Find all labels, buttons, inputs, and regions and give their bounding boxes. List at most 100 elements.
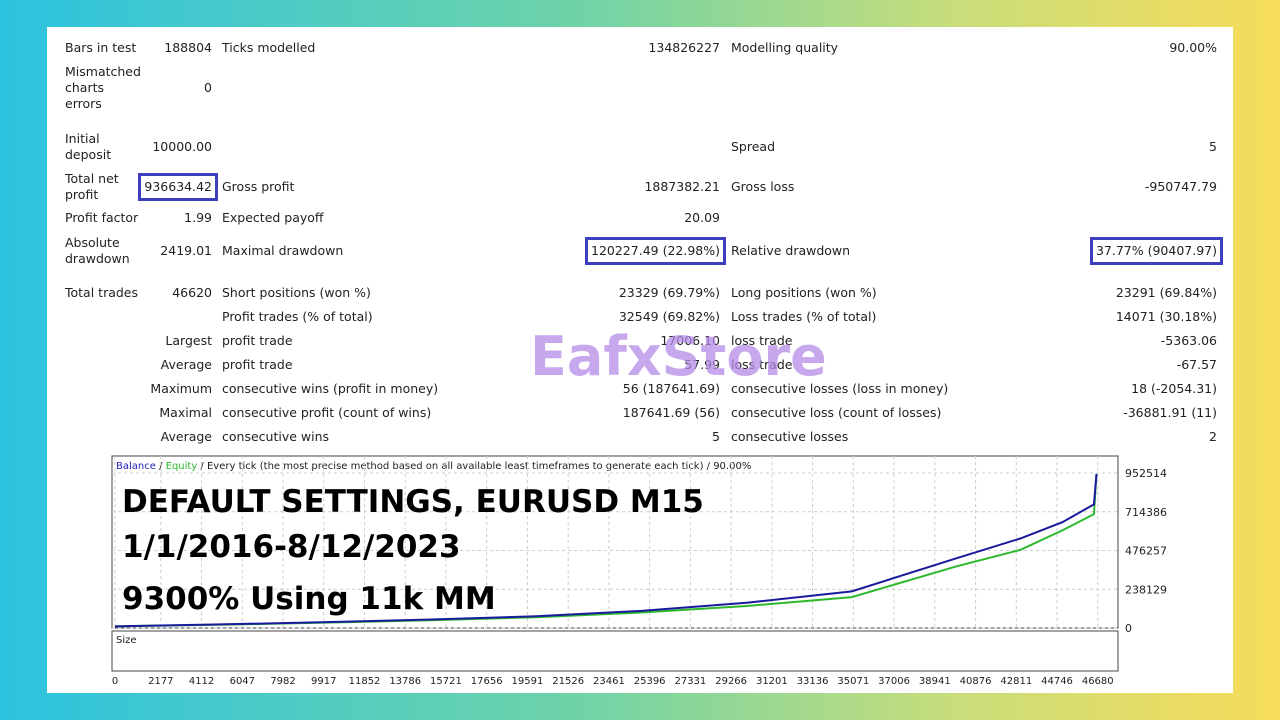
report-cell: profit trade	[222, 357, 293, 372]
x-tick-label: 23461	[593, 676, 625, 687]
report-cell: Initial deposit	[65, 131, 112, 162]
report-cell: loss trade	[731, 333, 793, 348]
x-tick-label: 17656	[471, 676, 503, 687]
y-tick-label: 714386	[1125, 506, 1167, 519]
report-cell: 5	[712, 429, 720, 444]
report-cell: 17006.10	[660, 333, 720, 348]
report-cell: 120227.49 (22.98%)	[585, 237, 726, 265]
x-tick-label: 15721	[430, 676, 462, 687]
report-cell: 936634.42	[138, 173, 218, 201]
x-tick-label: 0	[112, 676, 118, 687]
report-cell: 1887382.21	[644, 179, 720, 194]
report-cell: 57.99	[684, 357, 720, 372]
report-cell: 56 (187641.69)	[622, 381, 720, 396]
report-cell: Ticks modelled	[222, 40, 316, 55]
report-cell: 46620	[172, 285, 212, 300]
report-cell: consecutive losses (loss in money)	[731, 381, 949, 396]
series-line	[114, 473, 1098, 628]
report-cell: 134826227	[648, 40, 720, 55]
y-tick-label: 238129	[1125, 583, 1167, 596]
report-cell: Expected payoff	[222, 210, 324, 225]
x-tick-label: 40876	[960, 676, 992, 687]
report-cell: consecutive wins	[222, 429, 330, 444]
legend-balance: Balance	[116, 461, 156, 472]
report-cell: consecutive loss (count of losses)	[731, 405, 942, 420]
report-cell: 18 (-2054.31)	[1131, 381, 1217, 396]
watermark: EafxStore	[530, 325, 827, 388]
x-tick-label: 11852	[349, 676, 381, 687]
overlay-text: 1/1/2016-8/12/2023	[122, 529, 461, 565]
overlay-text: DEFAULT SETTINGS, EURUSD M15	[122, 484, 704, 520]
report-cell: 2419.01	[160, 243, 212, 258]
x-tick-label: 13786	[389, 676, 421, 687]
size-frame	[111, 630, 1119, 672]
report-cell: -950747.79	[1144, 179, 1217, 194]
report-cell: Gross profit	[222, 179, 295, 194]
report-cell: Mismatched charts errors	[65, 64, 141, 111]
report-cell: 14071 (30.18%)	[1115, 309, 1217, 324]
legend-equity: Equity	[166, 461, 198, 472]
report-cell: Maximum	[150, 381, 212, 396]
x-tick-label: 21526	[552, 676, 584, 687]
y-tick-label: 0	[1125, 622, 1132, 635]
plot-frame	[111, 455, 1119, 629]
report-cell: consecutive profit (count of wins)	[222, 405, 432, 420]
report-cell: Spread	[731, 139, 776, 154]
report-cell: 23291 (69.84%)	[1115, 285, 1217, 300]
report-cell: consecutive wins (profit in money)	[222, 381, 439, 396]
report-cell: 10000.00	[152, 139, 212, 154]
x-tick-label: 37006	[878, 676, 910, 687]
x-tick-label: 2177	[148, 676, 173, 687]
report-cell: Bars in test	[65, 40, 137, 55]
report-cell: 32549 (69.82%)	[618, 309, 720, 324]
x-tick-label: 19591	[512, 676, 544, 687]
x-tick-label: 46680	[1082, 676, 1114, 687]
x-tick-label: 9917	[311, 676, 336, 687]
report-cell: 187641.69 (56)	[622, 405, 720, 420]
report-cell: Short positions (won %)	[222, 285, 371, 300]
report-cell: 188804	[164, 40, 212, 55]
x-tick-label: 42811	[1000, 676, 1032, 687]
report-cell: Modelling quality	[731, 40, 839, 55]
report-cell: Relative drawdown	[731, 243, 851, 258]
report-cell: Average	[160, 357, 212, 372]
report-cell: Loss trades (% of total)	[731, 309, 877, 324]
report-cell: 2	[1209, 429, 1217, 444]
report-cell: Gross loss	[731, 179, 795, 194]
size-label: Size	[116, 635, 137, 646]
report-cell: 23329 (69.79%)	[618, 285, 720, 300]
report-cell: profit trade	[222, 333, 293, 348]
report-cell: Total trades	[65, 285, 139, 300]
report-cell: 0	[204, 80, 212, 95]
report-cell: 37.77% (90407.97)	[1089, 237, 1224, 265]
x-tick-label: 31201	[756, 676, 788, 687]
report-cell: 5	[1209, 139, 1217, 154]
report-cell: 20.09	[684, 210, 720, 225]
report-cell: consecutive losses	[731, 429, 849, 444]
x-tick-label: 44746	[1041, 676, 1073, 687]
report-cell: Absolute drawdown	[65, 235, 130, 266]
report-cell: 90.00%	[1169, 40, 1217, 55]
overlay-text: 9300% Using 11k MM	[122, 581, 496, 617]
report-cell: Largest	[165, 333, 212, 348]
x-tick-label: 35071	[837, 676, 869, 687]
report-cell: loss trade	[731, 357, 793, 372]
report-cell: 1.99	[184, 210, 212, 225]
y-tick-label: 476257	[1125, 545, 1167, 558]
report-cell: -36881.91 (11)	[1123, 405, 1217, 420]
x-tick-label: 33136	[797, 676, 829, 687]
report-cell: Profit factor	[65, 210, 139, 225]
chart-header: Balance / Equity / Every tick (the most …	[116, 461, 751, 472]
x-tick-label: 7982	[270, 676, 295, 687]
x-tick-label: 4112	[189, 676, 214, 687]
report-cell: Long positions (won %)	[731, 285, 877, 300]
report-cell: -67.57	[1176, 357, 1217, 372]
y-tick-label: 952514	[1125, 467, 1167, 480]
report-cell: Total net profit	[65, 171, 119, 202]
x-tick-label: 29266	[715, 676, 747, 687]
x-tick-label: 27331	[674, 676, 706, 687]
header-text: / Every tick (the most precise method ba…	[197, 461, 751, 472]
report-cell: Average	[160, 429, 212, 444]
